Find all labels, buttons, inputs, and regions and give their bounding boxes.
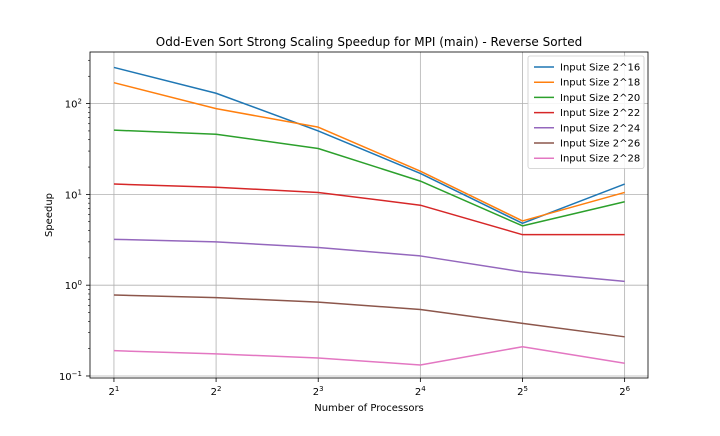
x-tick-label: 25 [517, 385, 528, 398]
x-tick-label: 22 [211, 385, 222, 398]
y-tick-exponent: 1 [78, 188, 82, 196]
y-tick-exponent: 2 [78, 98, 82, 106]
legend-label: Input Size 2^22 [560, 108, 640, 119]
legend-label: Input Size 2^24 [560, 123, 640, 134]
legend: Input Size 2^16 Input Size 2^18 Input Size… [527, 55, 645, 169]
y-tick-base: 10 [59, 372, 72, 383]
x-tick-label: 24 [415, 385, 426, 398]
x-tick-exponent: 5 [523, 385, 527, 393]
series-line [113, 345, 625, 366]
legend-box [527, 55, 645, 169]
x-tick-base: 2 [415, 387, 421, 398]
series-layer [113, 66, 625, 366]
y-axis-title: Speedup [44, 193, 55, 237]
x-tick-exponent: 3 [319, 385, 323, 393]
series-line [113, 129, 625, 227]
chart-title: Odd-Even Sort Strong Scaling Speedup for… [156, 35, 582, 49]
y-tick-label: 101 [65, 188, 82, 201]
x-tick-exponent: 4 [421, 385, 426, 393]
y-tick-exponent: 0 [78, 279, 82, 287]
series-line [113, 81, 625, 222]
legend-label: Input Size 2^26 [560, 139, 640, 150]
x-tick-label: 26 [619, 385, 630, 398]
series-line [113, 238, 625, 283]
y-tick-base: 10 [65, 190, 78, 201]
x-tick-base: 2 [619, 387, 625, 398]
y-tick-base: 10 [65, 281, 78, 292]
y-tick-exponent: −1 [72, 370, 82, 378]
plot-frame [89, 51, 649, 379]
legend-label: Input Size 2^16 [560, 63, 640, 74]
x-tick-label: 21 [109, 385, 120, 398]
x-tick-base: 2 [313, 387, 319, 398]
x-tick-label: 23 [313, 385, 324, 398]
legend-label: Input Size 2^28 [560, 154, 640, 165]
y-tick-base: 10 [65, 100, 78, 111]
series-line [113, 294, 625, 338]
x-tick-base: 2 [109, 387, 115, 398]
y-tick-label: 102 [65, 98, 82, 111]
x-axis-title: Number of Processors [314, 403, 424, 414]
y-tick-label: 10−1 [59, 370, 82, 383]
x-tick-base: 2 [211, 387, 217, 398]
legend-label: Input Size 2^20 [560, 93, 640, 104]
x-tick-base: 2 [517, 387, 523, 398]
x-tick-exponent: 1 [115, 385, 119, 393]
y-tick-label: 100 [65, 279, 82, 292]
x-tick-exponent: 2 [217, 385, 221, 393]
legend-label: Input Size 2^18 [560, 78, 640, 89]
x-tick-exponent: 6 [626, 385, 631, 393]
series-line [113, 183, 625, 236]
